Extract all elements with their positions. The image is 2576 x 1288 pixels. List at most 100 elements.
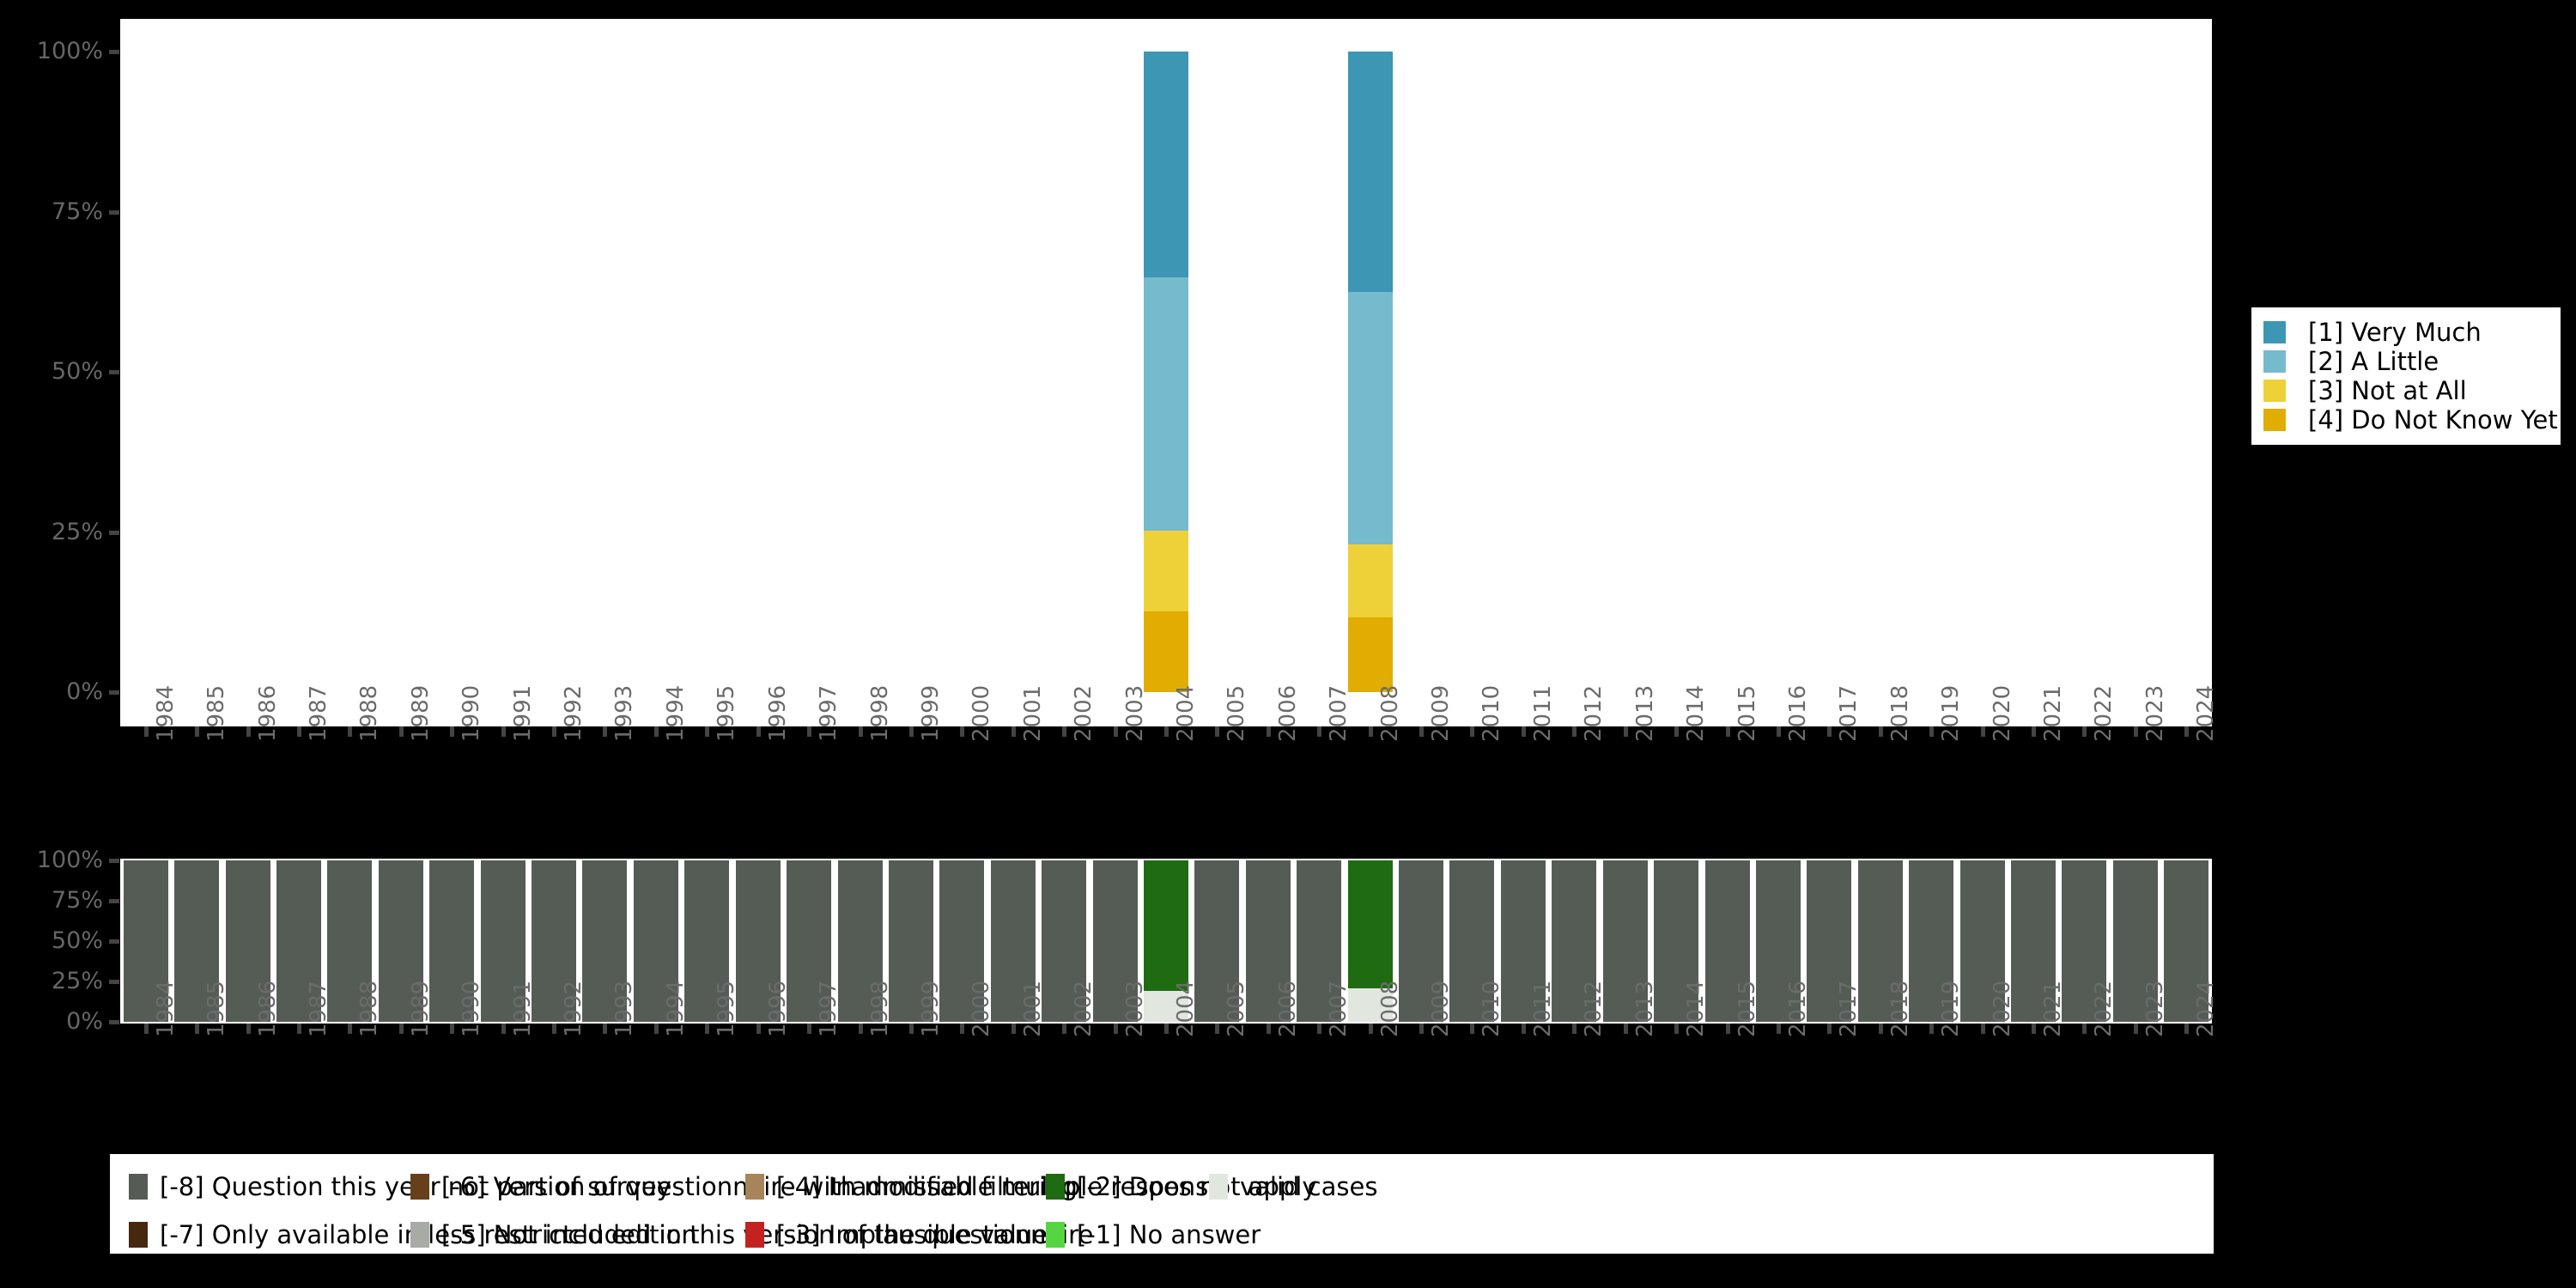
availability-segment[interactable]	[1399, 860, 1444, 1022]
availability-bar[interactable]	[633, 860, 678, 1022]
availability-segment[interactable]	[1245, 860, 1291, 1022]
availability-segment[interactable]	[990, 860, 1036, 1022]
bar-segment[interactable]	[1144, 276, 1188, 532]
availability-bar[interactable]	[1399, 860, 1444, 1022]
availability-bar[interactable]	[1449, 860, 1495, 1022]
availability-segment[interactable]	[378, 860, 423, 1022]
availability-bar[interactable]	[990, 860, 1036, 1022]
missing-code-legend-item[interactable]: [-4] Inadmissable multiple response	[745, 1170, 1224, 1204]
bar-segment[interactable]	[1144, 52, 1188, 277]
availability-segment[interactable]	[1347, 860, 1393, 988]
missing-code-legend-item[interactable]: valid cases	[1209, 1170, 1377, 1204]
availability-segment[interactable]	[2011, 860, 2057, 1022]
availability-segment[interactable]	[2062, 860, 2107, 1022]
availability-segment[interactable]	[2112, 860, 2158, 1022]
legend-item[interactable]: [1] Very Much	[2263, 318, 2549, 347]
missing-code-legend-item[interactable]: [-5] Not included in this version of the…	[410, 1218, 1093, 1252]
availability-segment[interactable]	[633, 860, 678, 1022]
availability-segment[interactable]	[225, 860, 270, 1022]
availability-segment[interactable]	[1347, 987, 1393, 1022]
availability-bar[interactable]	[1704, 860, 1750, 1022]
availability-bar[interactable]	[276, 860, 321, 1022]
availability-segment[interactable]	[1500, 860, 1546, 1022]
availability-segment[interactable]	[1959, 860, 2005, 1022]
availability-segment[interactable]	[1144, 991, 1188, 1022]
availability-bar[interactable]	[1959, 860, 2005, 1022]
availability-segment[interactable]	[888, 860, 933, 1022]
availability-segment[interactable]	[1194, 860, 1240, 1022]
legend-item[interactable]: [2] A Little	[2263, 347, 2549, 376]
availability-segment[interactable]	[327, 860, 373, 1022]
availability-bar[interactable]	[2112, 860, 2158, 1022]
availability-segment[interactable]	[1755, 860, 1801, 1022]
availability-segment[interactable]	[939, 860, 985, 1022]
availability-bar[interactable]	[684, 860, 730, 1022]
availability-segment[interactable]	[1704, 860, 1750, 1022]
availability-bar[interactable]	[1807, 860, 1852, 1022]
availability-bar[interactable]	[1552, 860, 1597, 1022]
availability-bar[interactable]	[837, 860, 883, 1022]
bar-segment[interactable]	[1347, 52, 1393, 292]
bar-segment[interactable]	[1347, 291, 1393, 545]
stacked-bar[interactable]	[1144, 52, 1188, 692]
availability-bar[interactable]	[174, 860, 220, 1022]
missing-code-legend-item[interactable]: [-3] Implausible value	[745, 1218, 1048, 1252]
availability-bar[interactable]	[1245, 860, 1291, 1022]
availability-segment[interactable]	[1602, 860, 1648, 1022]
availability-bar[interactable]	[378, 860, 423, 1022]
availability-bar[interactable]	[939, 860, 985, 1022]
availability-segment[interactable]	[1857, 860, 1903, 1022]
availability-bar[interactable]	[2011, 860, 2057, 1022]
availability-segment[interactable]	[532, 860, 577, 1022]
availability-bar[interactable]	[1909, 860, 1954, 1022]
availability-segment[interactable]	[1449, 860, 1495, 1022]
availability-bar[interactable]	[480, 860, 526, 1022]
availability-bar[interactable]	[787, 860, 832, 1022]
availability-bar[interactable]	[327, 860, 373, 1022]
availability-segment[interactable]	[1552, 860, 1597, 1022]
bar-segment[interactable]	[1347, 617, 1393, 692]
availability-bar[interactable]	[1092, 860, 1138, 1022]
availability-bar[interactable]	[1144, 860, 1188, 1022]
availability-bar[interactable]	[123, 860, 168, 1022]
availability-segment[interactable]	[1654, 860, 1699, 1022]
availability-bar[interactable]	[1500, 860, 1546, 1022]
availability-bar[interactable]	[429, 860, 475, 1022]
legend-item[interactable]: [4] Do Not Know Yet	[2263, 405, 2558, 434]
availability-segment[interactable]	[1144, 860, 1188, 992]
bar-segment[interactable]	[1144, 611, 1188, 692]
availability-bar[interactable]	[532, 860, 577, 1022]
availability-bar[interactable]	[582, 860, 628, 1022]
bar-segment[interactable]	[1347, 544, 1393, 617]
availability-segment[interactable]	[1092, 860, 1138, 1022]
availability-bar[interactable]	[1602, 860, 1648, 1022]
availability-segment[interactable]	[684, 860, 730, 1022]
availability-segment[interactable]	[174, 860, 220, 1022]
availability-bar[interactable]	[1755, 860, 1801, 1022]
availability-segment[interactable]	[429, 860, 475, 1022]
availability-segment[interactable]	[480, 860, 526, 1022]
bar-segment[interactable]	[1144, 531, 1188, 612]
availability-segment[interactable]	[837, 860, 883, 1022]
availability-bar[interactable]	[735, 860, 781, 1022]
availability-bar[interactable]	[1857, 860, 1903, 1022]
availability-segment[interactable]	[2164, 860, 2209, 1022]
availability-segment[interactable]	[1297, 860, 1342, 1022]
stacked-bar[interactable]	[1347, 52, 1393, 692]
availability-bar[interactable]	[225, 860, 270, 1022]
availability-bar[interactable]	[1297, 860, 1342, 1022]
availability-segment[interactable]	[787, 860, 832, 1022]
availability-bar[interactable]	[2062, 860, 2107, 1022]
availability-segment[interactable]	[1807, 860, 1852, 1022]
availability-bar[interactable]	[1654, 860, 1699, 1022]
missing-code-legend-item[interactable]: [-2] Does not apply	[1046, 1170, 1317, 1204]
availability-bar[interactable]	[2164, 860, 2209, 1022]
availability-segment[interactable]	[735, 860, 781, 1022]
availability-segment[interactable]	[582, 860, 628, 1022]
availability-segment[interactable]	[1909, 860, 1954, 1022]
availability-segment[interactable]	[276, 860, 321, 1022]
legend-item[interactable]: [3] Not at All	[2263, 376, 2549, 405]
missing-code-legend-item[interactable]: [-1] No answer	[1046, 1218, 1261, 1252]
availability-segment[interactable]	[1042, 860, 1087, 1022]
availability-segment[interactable]	[123, 860, 168, 1022]
